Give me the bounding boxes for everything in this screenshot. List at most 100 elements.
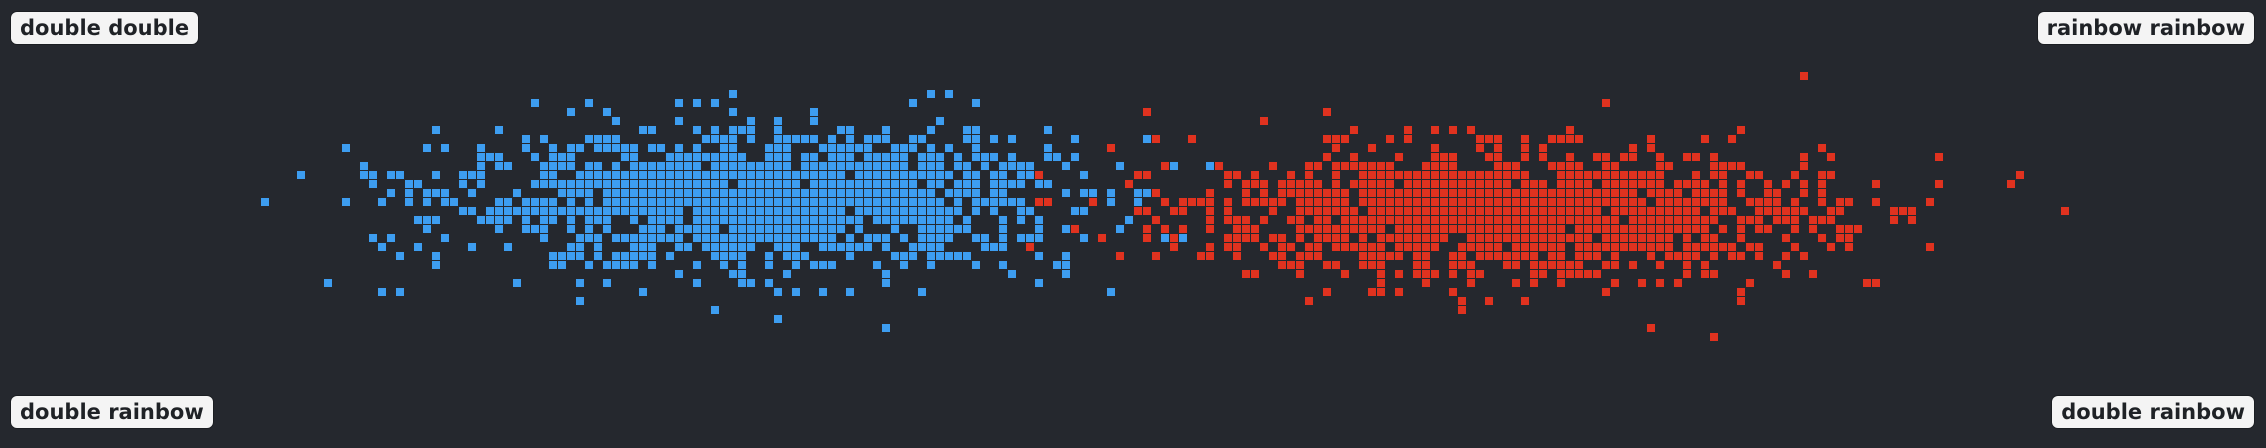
series-1-point-29 (720, 144, 728, 152)
series-2-point-802 (1440, 216, 1448, 224)
series-1-point-106 (765, 180, 773, 188)
series-1-point-396 (774, 288, 782, 296)
series-1-point-73 (783, 180, 791, 188)
series-2-point-1265 (1467, 243, 1475, 251)
series-1-point-74 (909, 189, 917, 197)
series-1-point-576 (765, 225, 773, 233)
series-2-point-91 (1449, 261, 1457, 269)
series-1-point-317 (1107, 189, 1115, 197)
series-1-point-333 (909, 171, 917, 179)
series-1-point-1004 (972, 207, 980, 215)
series-2-point-1267 (1890, 207, 1898, 215)
series-1-point-801 (630, 234, 638, 242)
series-1-point-441 (873, 207, 881, 215)
series-1-point-722 (612, 189, 620, 197)
series-2-point-229 (1476, 243, 1484, 251)
series-1-point-36 (477, 144, 485, 152)
series-1-point-975 (630, 144, 638, 152)
series-1-point-899 (432, 126, 440, 134)
series-2-point-190 (1683, 198, 1691, 206)
series-1-point-565 (702, 225, 710, 233)
series-1-point-110 (747, 225, 755, 233)
series-1-point-126 (738, 252, 746, 260)
series-2-point-963 (1044, 198, 1052, 206)
series-1-point-202 (891, 207, 899, 215)
series-1-point-1224 (918, 162, 926, 170)
series-2-point-1029 (1098, 234, 1106, 242)
series-2-point-249 (1377, 225, 1385, 233)
series-1-point-487 (567, 225, 575, 233)
series-2-point-22 (1341, 243, 1349, 251)
series-2-point-930 (1764, 225, 1772, 233)
series-2-point-756 (1332, 144, 1340, 152)
series-1-point-749 (990, 153, 998, 161)
series-2-point-403 (1026, 243, 1034, 251)
series-1-point-16 (855, 216, 863, 224)
series-2-point-947 (1512, 171, 1520, 179)
series-1-point-406 (864, 198, 872, 206)
series-1-point-746 (747, 126, 755, 134)
series-2-point-606 (1908, 207, 1916, 215)
series-1-point-1013 (558, 189, 566, 197)
series-1-point-799 (846, 135, 854, 143)
series-2-point-1176 (1710, 189, 1718, 197)
series-1-point-78 (477, 153, 485, 161)
series-1-point-914 (774, 162, 782, 170)
series-2-point-67 (1638, 216, 1646, 224)
series-1-point-67 (1107, 198, 1115, 206)
series-1-point-180 (675, 243, 683, 251)
series-1-point-349 (396, 171, 404, 179)
series-2-point-o5 (1827, 153, 1835, 161)
series-2-point-212 (1233, 243, 1241, 251)
series-2-point-1165 (1251, 198, 1259, 206)
series-1-point-248 (936, 216, 944, 224)
series-2-point-621 (1449, 189, 1457, 197)
series-1-point-250 (765, 171, 773, 179)
series-1-point-615 (945, 144, 953, 152)
series-1-point-525 (567, 207, 575, 215)
series-1-point-1246 (369, 171, 377, 179)
series-2-point-856 (1395, 288, 1403, 296)
series-2-point-548 (1332, 207, 1340, 215)
series-1-point-12 (801, 162, 809, 170)
series-1-point-176 (693, 216, 701, 224)
series-2-point-1334 (1476, 171, 1484, 179)
series-1-point-360 (567, 144, 575, 152)
series-2-point-380 (1827, 207, 1835, 215)
series-1-point-356 (855, 225, 863, 233)
series-2-point-774 (1719, 189, 1727, 197)
series-2-point-805 (1494, 144, 1502, 152)
series-2-point-1137 (1395, 270, 1403, 278)
series-1-point-287 (711, 252, 719, 260)
series-2-point-446 (1629, 207, 1637, 215)
series-1-point-242 (648, 234, 656, 242)
series-2-point-1081 (1422, 216, 1430, 224)
series-1-point-808 (819, 288, 827, 296)
series-2-point-828 (1323, 261, 1331, 269)
series-1-point-368 (810, 171, 818, 179)
series-2-point-135 (1206, 198, 1214, 206)
series-1-point-468 (927, 207, 935, 215)
series-1-point-46 (504, 198, 512, 206)
series-1-point-833 (747, 234, 755, 242)
series-2-point-95 (1530, 216, 1538, 224)
series-1-point-1148 (585, 198, 593, 206)
series-1-point-107 (567, 180, 575, 188)
series-2-point-74 (1242, 198, 1250, 206)
series-1-point-66 (558, 207, 566, 215)
series-1-point-558 (702, 135, 710, 143)
series-2-point-238 (1557, 189, 1565, 197)
series-1-point-1322 (423, 144, 431, 152)
series-2-point-15 (1368, 225, 1376, 233)
series-2-point-1089 (1710, 216, 1718, 224)
series-1-point-519 (936, 162, 944, 170)
series-2-point-26 (1656, 162, 1664, 170)
series-2-point-939 (1683, 261, 1691, 269)
series-1-point-115 (936, 243, 944, 251)
series-2-point-1345 (1809, 225, 1817, 233)
series-2-point-1011 (1800, 72, 1808, 80)
series-2-point-5 (1305, 243, 1313, 251)
series-1-point-120 (684, 171, 692, 179)
series-1-point-863 (900, 216, 908, 224)
series-1-point-872 (900, 207, 908, 215)
